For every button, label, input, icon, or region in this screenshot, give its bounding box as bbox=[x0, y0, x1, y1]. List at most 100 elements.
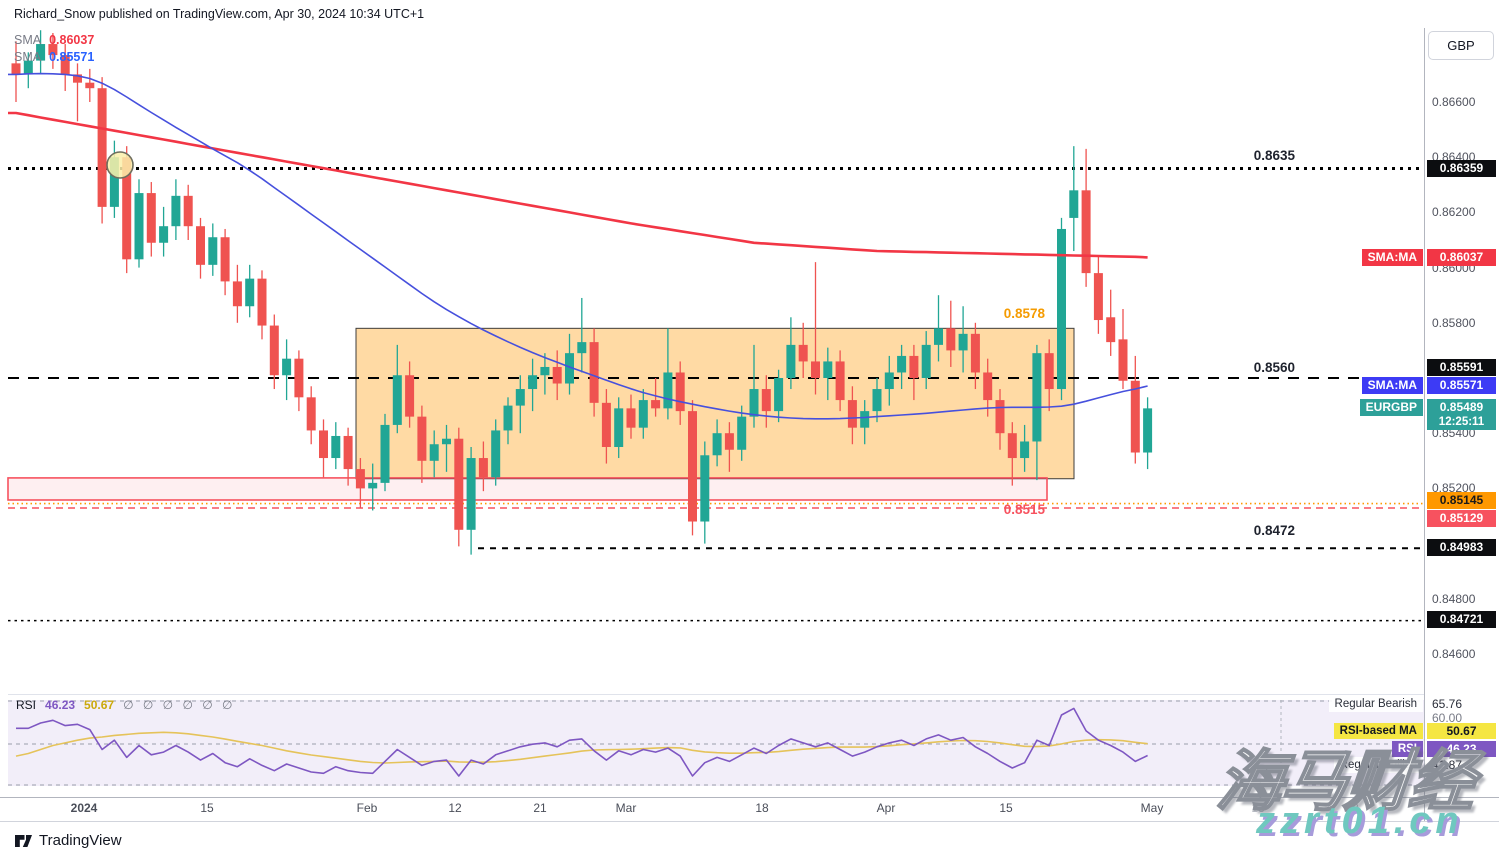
candle bbox=[1118, 339, 1128, 381]
time-axis-label-2024: 2024 bbox=[70, 801, 98, 815]
candle bbox=[454, 438, 464, 530]
candle bbox=[146, 193, 156, 243]
candle bbox=[97, 88, 107, 207]
candle bbox=[232, 281, 242, 307]
candle bbox=[306, 397, 316, 431]
candle bbox=[601, 402, 611, 447]
candle bbox=[503, 405, 513, 431]
candle bbox=[196, 226, 205, 265]
rsi-indicator-legend: RSI 46.23 50.67 ∅ ∅ ∅ ∅ ∅ ∅ bbox=[16, 698, 235, 712]
sma2-value: 0.85571 bbox=[49, 50, 95, 64]
time-axis-label-21: 21 bbox=[533, 801, 547, 815]
candle bbox=[774, 378, 784, 412]
regular-bullish-label: Regular Bullish bbox=[1333, 757, 1423, 773]
price-axis-label: 0.85800 bbox=[1432, 315, 1476, 330]
candle bbox=[614, 408, 624, 447]
price-axis-label: 0.84600 bbox=[1432, 647, 1476, 661]
candle bbox=[515, 389, 525, 406]
candle bbox=[343, 435, 353, 470]
candle bbox=[134, 193, 144, 260]
candle bbox=[1044, 353, 1054, 390]
candle bbox=[872, 389, 882, 412]
candle bbox=[688, 411, 697, 522]
sma-legend-2: SMA 0.85571 bbox=[14, 50, 94, 64]
candle bbox=[1081, 190, 1091, 274]
level-label-0.8472: 0.8472 bbox=[1253, 523, 1295, 538]
rsi-axis-41.87: 41.87 bbox=[1432, 758, 1463, 772]
sma1-label: SMA bbox=[14, 33, 42, 47]
candle bbox=[835, 361, 845, 401]
candle bbox=[724, 433, 734, 450]
candle bbox=[577, 342, 587, 354]
candle bbox=[847, 400, 857, 428]
rsi-value: 46.23 bbox=[45, 698, 76, 712]
support-label-0.8515: 0.8515 bbox=[1003, 502, 1045, 517]
candle bbox=[798, 344, 808, 362]
candle bbox=[1057, 228, 1066, 390]
candle bbox=[934, 328, 943, 345]
price-badge-0.85129: 0.85129 bbox=[1427, 510, 1496, 527]
time-axis-label-15: 15 bbox=[999, 801, 1013, 815]
candle bbox=[319, 430, 328, 459]
candle bbox=[823, 361, 833, 378]
candle bbox=[995, 400, 1005, 434]
candle bbox=[884, 372, 894, 390]
candle bbox=[208, 237, 218, 265]
time-axis-label-feb: Feb bbox=[356, 801, 378, 815]
candle bbox=[331, 435, 341, 459]
price-badge-0.84721: 0.84721 bbox=[1427, 611, 1496, 628]
candle bbox=[405, 375, 415, 417]
time-axis-label-apr: Apr bbox=[876, 801, 896, 815]
candle bbox=[811, 361, 820, 378]
candle bbox=[269, 325, 279, 376]
level-label-0.8635: 0.8635 bbox=[1253, 148, 1295, 163]
time-axis-label-22: 22 bbox=[1345, 801, 1359, 815]
candle bbox=[183, 195, 193, 227]
candle bbox=[429, 444, 439, 461]
candle bbox=[85, 82, 95, 89]
candle bbox=[355, 469, 365, 489]
sma1-value: 0.86037 bbox=[49, 33, 95, 47]
price-axis-label: 0.84800 bbox=[1432, 591, 1476, 606]
currency-button[interactable]: GBP bbox=[1428, 31, 1494, 60]
time-axis-label-15: 15 bbox=[200, 801, 214, 815]
candle bbox=[749, 389, 759, 417]
candle bbox=[282, 358, 292, 376]
candle bbox=[442, 438, 451, 445]
rsi-badge: 46.23 bbox=[1427, 741, 1496, 757]
rsi-chip: RSI bbox=[1391, 741, 1423, 757]
candle bbox=[48, 44, 58, 56]
candle bbox=[589, 342, 599, 403]
price-axis-label: 0.86200 bbox=[1432, 205, 1476, 220]
candle bbox=[171, 195, 181, 227]
highlight-circle bbox=[106, 151, 134, 179]
level-label-0.8560: 0.8560 bbox=[1253, 360, 1295, 375]
candle bbox=[36, 44, 46, 61]
time-axis-label-18: 18 bbox=[755, 801, 769, 815]
regular-bearish-label: Regular Bearish bbox=[1328, 696, 1423, 712]
candle bbox=[540, 366, 550, 376]
candle bbox=[478, 458, 488, 478]
rsi-title: RSI bbox=[16, 698, 37, 712]
tradingview-logo-icon bbox=[15, 835, 32, 847]
candle bbox=[1143, 408, 1153, 453]
rsi-based-ma-chip: RSI-based MA bbox=[1333, 723, 1423, 739]
price-badge-0.86037: 0.86037 bbox=[1427, 249, 1496, 266]
tradingview-brand-link[interactable]: TradingView bbox=[14, 831, 122, 850]
candle bbox=[970, 333, 980, 373]
candle bbox=[1069, 190, 1079, 218]
price-badge-0.84983: 0.84983 bbox=[1427, 539, 1496, 556]
candle bbox=[122, 157, 132, 260]
candle bbox=[109, 157, 119, 207]
candle bbox=[159, 226, 169, 243]
price-axis-label: 0.85200 bbox=[1432, 481, 1476, 496]
time-axis-label-13: 13 bbox=[1251, 801, 1265, 815]
candle bbox=[1130, 380, 1140, 453]
candle bbox=[1020, 441, 1030, 459]
candle bbox=[651, 400, 661, 409]
candle bbox=[1093, 273, 1103, 321]
candle bbox=[491, 430, 501, 478]
candle bbox=[23, 60, 33, 75]
watermark-url: zzrt01.cn bbox=[1256, 800, 1464, 842]
